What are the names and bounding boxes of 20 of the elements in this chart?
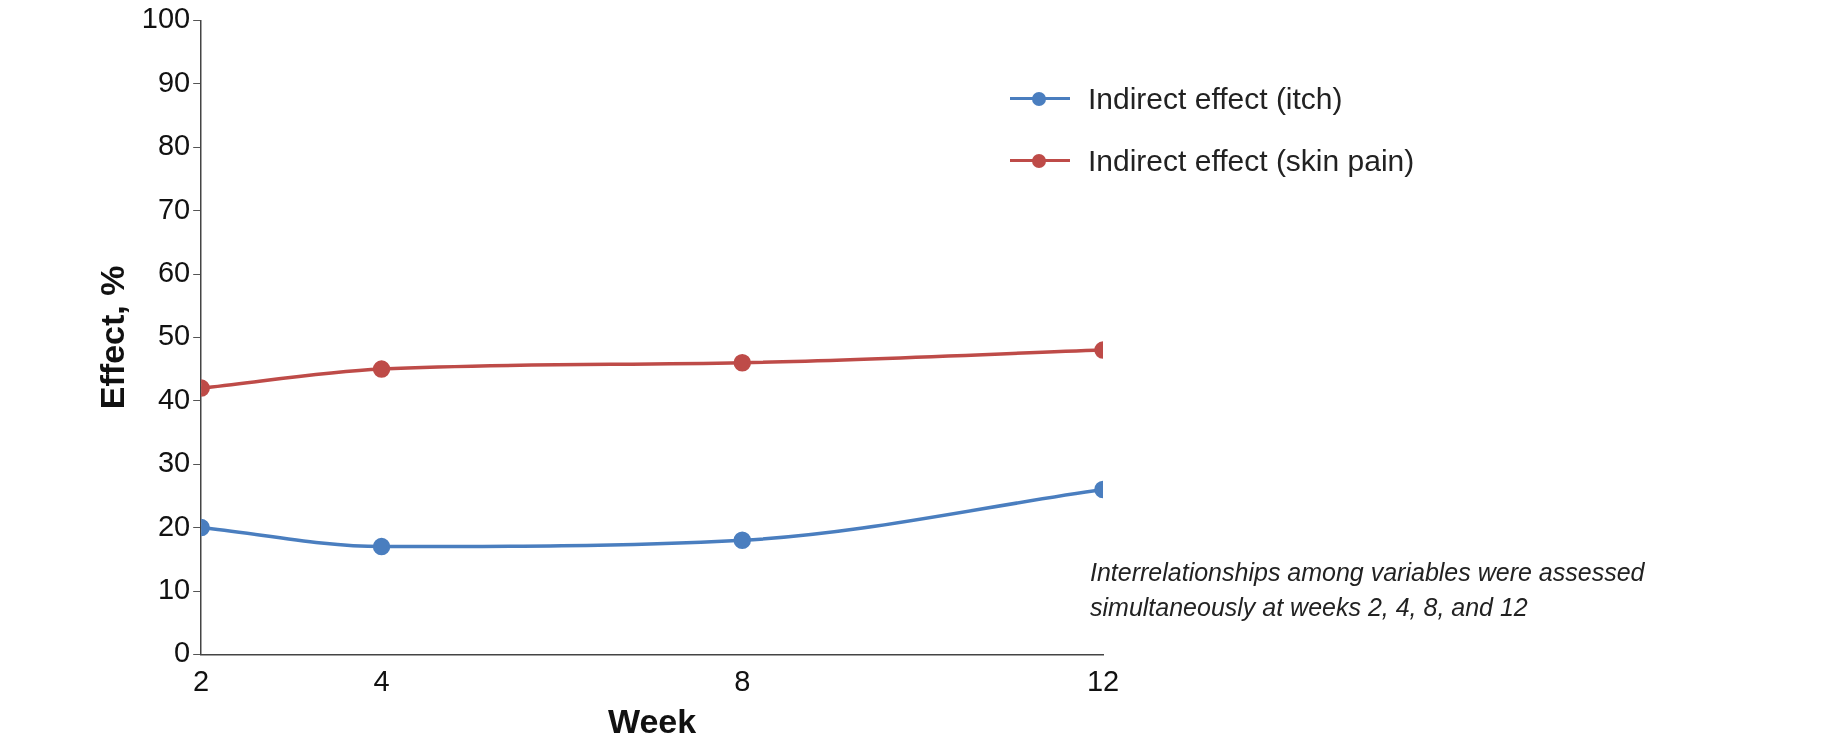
y-tick-label: 40 — [157, 382, 191, 415]
y-tick-label: 70 — [157, 192, 191, 225]
x-tick-label: 8 — [734, 664, 751, 697]
annotation: Interrelationships among variables were assessed simultaneously at weeks 2, 4, 8, and 12 — [1090, 557, 1646, 623]
y-tick-label: 100 — [141, 2, 191, 35]
y-tick-label: 50 — [157, 319, 191, 352]
legend-label: Indirect effect (itch) — [1088, 82, 1343, 116]
y-tick-label: 90 — [157, 65, 191, 98]
x-tick-label: 12 — [1086, 664, 1120, 697]
x-tick-label: 2 — [193, 664, 210, 697]
y-tick-label: 30 — [157, 446, 191, 479]
x-tick-label: 4 — [373, 664, 390, 697]
y-tick-label: 60 — [157, 256, 191, 288]
y-tick-label: 80 — [157, 129, 191, 162]
y-tick-label: 0 — [174, 636, 191, 669]
y-tick-label: 20 — [157, 509, 191, 542]
x-axis-title: Week — [607, 701, 697, 740]
y-axis-title: Effect, % — [92, 265, 131, 410]
legend-label: Indirect effect (skin pain) — [1088, 144, 1415, 178]
y-tick-label: 10 — [157, 573, 191, 605]
